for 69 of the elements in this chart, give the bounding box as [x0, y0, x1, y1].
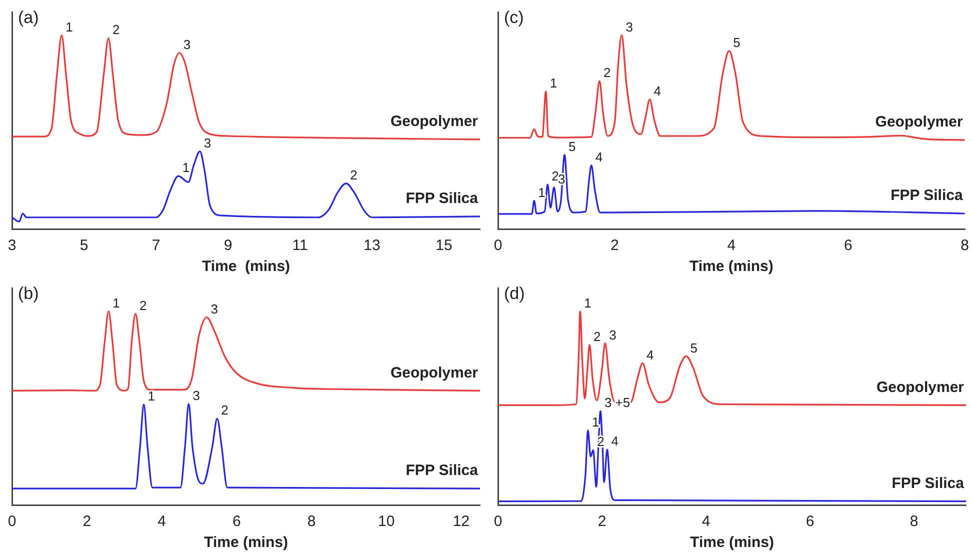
- annotation: 5: [733, 35, 740, 50]
- annotation: 3: [183, 36, 191, 52]
- series-label: FPP Silica: [406, 462, 479, 480]
- x-tick-label: 2: [598, 513, 606, 530]
- x-axis-title: Time (mins): [690, 534, 774, 552]
- annotation: 1: [592, 414, 600, 430]
- series-label: FPP Silica: [892, 474, 965, 492]
- annotation: 1: [538, 184, 546, 200]
- x-tick-label: 9: [224, 237, 232, 254]
- chart-title: (b): [18, 284, 39, 304]
- chart-title: (a): [18, 8, 39, 28]
- annotation: 4: [654, 83, 661, 98]
- annotation: 1: [182, 160, 190, 176]
- annotation: 2: [350, 168, 358, 183]
- x-tick-label: 0: [494, 513, 502, 530]
- annotation: 1: [550, 76, 558, 91]
- annotation: 2: [552, 168, 559, 184]
- x-tick-label: 5: [80, 237, 88, 254]
- annotation: 2: [221, 402, 228, 418]
- x-tick-label: 11: [292, 237, 308, 254]
- annotation: 2: [594, 328, 601, 344]
- annotation: 1: [66, 19, 73, 34]
- series-label: Geopolymer: [875, 114, 963, 131]
- annotation: 4: [595, 149, 603, 164]
- x-tick-label: 12: [452, 513, 470, 530]
- x-tick-label: 4: [702, 513, 710, 530]
- annotation: 1: [148, 388, 156, 404]
- annotation: 2: [112, 22, 120, 38]
- x-tick-label: 15: [436, 237, 452, 254]
- annotation: 2: [604, 65, 611, 80]
- chart-title: (c): [504, 8, 524, 28]
- x-axis-title: Time (mins): [689, 258, 774, 276]
- x-tick-label: 8: [910, 513, 918, 530]
- x-tick-label: 8: [960, 237, 969, 254]
- x-tick-label: 8: [307, 513, 316, 530]
- x-tick-label: 0: [494, 237, 502, 254]
- x-tick-label: 2: [610, 237, 619, 254]
- x-tick-label: 10: [378, 513, 395, 530]
- series-label: Geopolymer: [390, 113, 478, 130]
- annotation: 1: [584, 295, 592, 310]
- series-label: Geopolymer: [876, 378, 964, 396]
- x-tick-label: 4: [158, 513, 166, 530]
- annotation: 3: [192, 388, 200, 404]
- series-label: FPP Silica: [406, 190, 479, 208]
- chart-title: (d): [504, 284, 525, 304]
- series-label: Geopolymer: [390, 364, 478, 382]
- x-tick-label: 2: [82, 513, 92, 530]
- annotation: 2: [597, 434, 604, 450]
- annotation: 3: [609, 327, 616, 342]
- annotation: 5: [568, 138, 576, 154]
- x-tick-label: 6: [806, 513, 814, 530]
- x-tick-label: 6: [232, 513, 241, 530]
- x-tick-label: 7: [152, 237, 160, 254]
- x-axis-title: Time (mins): [202, 258, 290, 276]
- x-tick-label: 3: [8, 237, 16, 254]
- annotation: 4: [611, 434, 618, 449]
- annotation: 1: [112, 295, 120, 310]
- annotation: 3: [626, 19, 633, 34]
- annotation: 2: [140, 298, 147, 313]
- series-label: FPP Silica: [890, 187, 964, 204]
- x-tick-label: 13: [364, 237, 380, 254]
- annotation: 3: [204, 135, 212, 150]
- x-axis-title: Time (mins): [204, 534, 288, 552]
- annotation: 4: [646, 347, 654, 362]
- annotation: 5: [690, 340, 698, 356]
- x-tick-label: 0: [8, 513, 16, 530]
- annotation: 3: [210, 301, 218, 316]
- x-tick-label: 4: [727, 237, 736, 254]
- x-tick-label: 6: [844, 237, 852, 254]
